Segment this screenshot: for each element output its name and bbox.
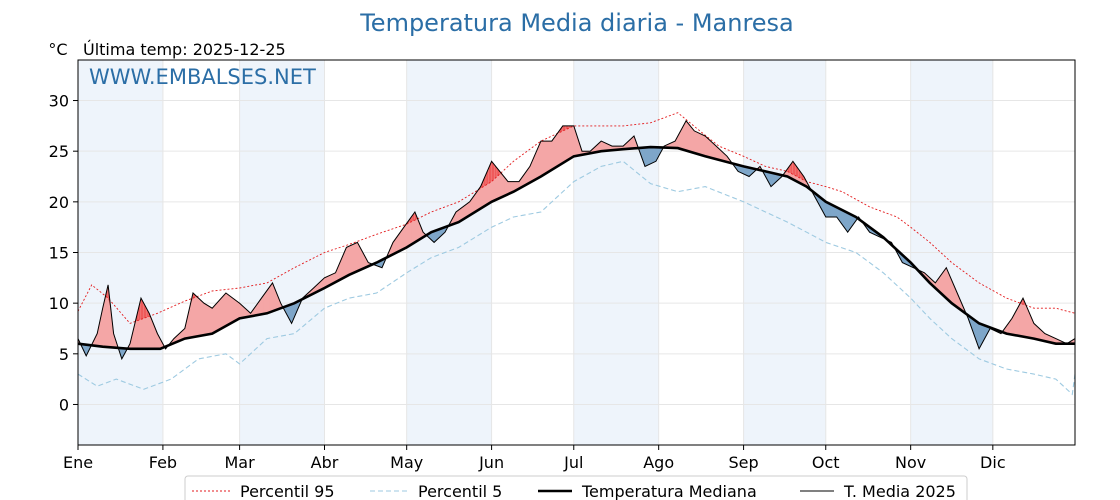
y-tick-label: 0 (59, 395, 69, 414)
above-p95-fill (798, 168, 802, 179)
above-median-fill (691, 126, 695, 154)
above-median-fill (499, 170, 503, 199)
above-median-fill (557, 128, 561, 167)
above-p95-fill (494, 164, 498, 180)
legend-label: Percentil 95 (240, 482, 335, 500)
y-tick-label: 30 (49, 92, 69, 111)
above-median-fill (554, 132, 558, 169)
median-line (77, 145, 1075, 351)
above-median-fill (567, 125, 572, 161)
above-median-fill (543, 140, 547, 176)
above-p95-fill (138, 298, 141, 321)
x-tick-label: May (390, 453, 423, 472)
x-tick-label: Mar (225, 453, 256, 472)
above-median-fill (203, 302, 208, 336)
x-tick-label: Jun (478, 453, 504, 472)
above-p95-fill (140, 298, 144, 320)
above-median-fill (348, 244, 353, 276)
below-median-fill (650, 146, 654, 165)
above-median-fill (699, 132, 703, 156)
below-median-fill (652, 146, 657, 164)
above-median-fill (222, 292, 227, 328)
above-median-fill (696, 131, 701, 156)
y-unit-label: °C (48, 40, 67, 59)
above-median-fill (562, 125, 566, 164)
x-tick-label: Sep (729, 453, 759, 472)
above-p95-fill (801, 172, 804, 181)
above-median-fill (231, 296, 235, 324)
y-tick-label: 25 (49, 142, 69, 161)
above-median-fill (354, 241, 358, 273)
above-median-fill (225, 292, 229, 327)
above-p95-fill (491, 161, 495, 182)
above-median-fill (228, 294, 232, 325)
above-p95-fill (486, 167, 489, 185)
y-tick-label: 15 (49, 244, 69, 263)
legend-label: T. Media 2025 (843, 482, 956, 500)
p95-line (77, 112, 1076, 324)
above-median-fill (269, 281, 273, 313)
above-median-fill (233, 298, 238, 322)
p5-line (77, 160, 1076, 396)
above-p95-fill (412, 211, 415, 222)
below-median-fill (644, 147, 649, 167)
above-median-fill (551, 136, 555, 171)
above-median-fill (206, 304, 210, 335)
current-year-line (77, 119, 1076, 361)
above-median-fill (195, 294, 199, 337)
legend: Percentil 95 Percentil 5 Temperatura Media… (184, 475, 968, 500)
above-median-fill (546, 140, 550, 174)
below-median-fill (647, 146, 651, 166)
x-tick-label: Nov (895, 453, 926, 472)
above-median-fill (217, 298, 221, 332)
above-median-fill (214, 301, 218, 333)
x-tick-label: Abr (311, 453, 339, 472)
above-median-fill (548, 140, 553, 172)
above-median-fill (198, 297, 202, 337)
last-temp-label: Última temp: 2025-12-25 (83, 40, 286, 59)
above-p95-fill (787, 165, 791, 173)
x-tick-label: Feb (149, 453, 177, 472)
above-median-fill (346, 245, 350, 277)
above-median-fill (211, 304, 216, 335)
above-median-fill (236, 300, 240, 321)
watermark-text: WWW.EMBALSES.NET (89, 65, 316, 89)
above-median-fill (200, 299, 205, 336)
x-tick-label: Dic (980, 453, 1006, 472)
chart-title: Temperatura Media diaria - Manresa (359, 9, 794, 37)
legend-label: Percentil 5 (418, 482, 502, 500)
above-median-fill (192, 292, 197, 338)
above-median-fill (540, 140, 544, 178)
x-tick-label: Jul (563, 453, 583, 472)
above-median-fill (220, 295, 224, 330)
above-median-fill (209, 305, 213, 335)
above-median-fill (351, 243, 355, 275)
legend-label: Temperatura Mediana (581, 482, 757, 500)
x-tick-label: Oct (812, 453, 840, 472)
above-median-fill (943, 266, 947, 299)
y-tick-label: 5 (59, 345, 69, 364)
grid-lines (77, 60, 1075, 445)
series-lines (77, 112, 1076, 396)
legend-box (184, 475, 968, 500)
above-median-fill (702, 134, 706, 157)
x-tick-label: Ago (643, 453, 674, 472)
above-p95-fill (568, 125, 572, 129)
above-median-fill (704, 135, 709, 158)
x-axis: Ene Feb Mar Abr May Jun Jul Ago Sep Oct Nov Dic (63, 445, 1006, 472)
above-median-fill (688, 123, 692, 153)
x-tick-label: Ene (63, 453, 93, 472)
above-p95-fill (565, 125, 569, 130)
above-median-fill (685, 119, 690, 152)
above-median-fill (565, 125, 569, 162)
above-median-fill (693, 130, 698, 155)
y-tick-label: 20 (49, 193, 69, 212)
above-p95-fill (483, 173, 487, 187)
above-median-fill (707, 137, 712, 159)
above-median-fill (570, 125, 575, 159)
y-axis: 0 5 10 15 20 25 30 (49, 92, 78, 414)
y-tick-label: 10 (49, 294, 69, 313)
